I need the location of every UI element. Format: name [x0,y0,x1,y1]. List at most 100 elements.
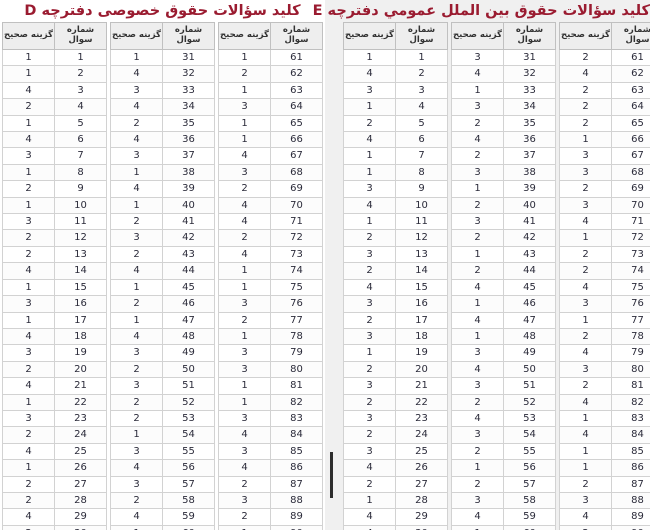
table-row: 4 79 [559,344,650,362]
cell-correct-option: 3 [2,409,55,428]
cell-correct-option: 1 [110,163,163,182]
cell-question-number: 13 [54,245,107,264]
table-row: 3 16 [2,295,107,313]
cell-question-number: 86 [611,459,650,477]
cell-correct-option: 4 [559,278,612,297]
cell-correct-option: 2 [451,475,504,493]
cell-correct-option: 1 [218,327,271,346]
table-row: 2 20 [2,360,107,379]
table-row: 2 73 [559,245,650,264]
table-row: 2 55 [451,442,556,461]
table-row: 2 52 [451,393,556,411]
cell-correct-option: 1 [559,229,612,247]
cell-question-number: 3 [395,81,448,100]
table-row: 3 68 [559,163,650,182]
cell-question-number: 61 [611,48,650,67]
cell-correct-option: 3 [451,213,504,231]
cell-correct-option: 2 [2,360,55,379]
cell-question-number: 40 [503,196,556,215]
cell-correct-option: 2 [559,180,612,198]
cell-correct-option: 4 [451,409,504,428]
table-row: 3 19 [2,344,107,362]
cell-question-number: 25 [54,442,107,461]
cell-correct-option: 1 [343,163,396,182]
table-row: 1 45 [110,278,215,297]
cell-question-number: 34 [162,98,215,116]
cell-correct-option: 1 [2,393,55,411]
cell-question-number: 72 [611,229,650,247]
table-row: 3 55 [110,442,215,461]
table-row: 4 62 [559,65,650,83]
cell-correct-option: 1 [2,311,55,329]
cell-correct-option: 2 [559,114,612,133]
cell-correct-option: 3 [218,163,271,182]
cell-question-number: 18 [54,327,107,346]
table-header-row: گزینه صحیح شماره سوال [451,22,556,50]
cell-correct-option: 3 [343,409,396,428]
cell-question-number: 30 [395,524,448,530]
cell-correct-option: 2 [110,114,163,133]
cell-correct-option: 2 [343,311,396,329]
cell-question-number: 16 [395,295,448,313]
cell-correct-option: 4 [343,131,396,149]
table-row: 1 86 [559,459,650,477]
cell-correct-option: 4 [343,508,396,526]
cell-correct-option: 1 [559,131,612,149]
table-row: 4 29 [2,508,107,526]
table-row: 4 39 [110,180,215,198]
table-row: 3 38 [451,163,556,182]
cell-question-number: 40 [162,196,215,215]
cell-question-number: 48 [162,327,215,346]
cell-question-number: 41 [503,213,556,231]
cell-question-number: 80 [611,360,650,379]
table-row: 3 13 [343,245,448,264]
cell-correct-option: 4 [559,65,612,83]
cell-question-number: 87 [270,475,323,493]
cell-question-number: 42 [162,229,215,247]
table-row: 2 62 [218,65,323,83]
cell-question-number: 43 [503,245,556,264]
cell-correct-option: 4 [110,327,163,346]
table-row: 3 42 [110,229,215,247]
cell-question-number: 69 [611,180,650,198]
cell-question-number: 10 [54,196,107,215]
cell-question-number: 84 [611,426,650,444]
cell-correct-option: 1 [2,48,55,67]
table-row: 2 24 [343,426,448,444]
cell-question-number: 2 [395,65,448,83]
table-row: 4 14 [2,262,107,280]
cell-question-number: 6 [395,131,448,149]
table-row: 1 63 [218,81,323,100]
cell-question-number: 49 [162,344,215,362]
cell-question-number: 46 [162,295,215,313]
cell-question-number: 51 [503,377,556,395]
cell-question-number: 64 [270,98,323,116]
cell-correct-option: 2 [110,360,163,379]
cell-correct-option: 3 [218,295,271,313]
cell-question-number: 49 [503,344,556,362]
table-row: 2 50 [110,360,215,379]
table-row: 2 17 [343,311,448,329]
cell-correct-option: 2 [451,196,504,215]
table-row: 1 19 [343,344,448,362]
cell-question-number: 31 [503,48,556,67]
table-row: 4 89 [559,508,650,526]
cell-correct-option: 2 [451,147,504,165]
cell-correct-option: 3 [110,147,163,165]
table-row: 1 46 [451,295,556,313]
table-row: 2 61 [559,48,650,67]
cell-question-number: 75 [270,278,323,297]
table-row: 1 83 [559,409,650,428]
cell-question-number: 56 [162,459,215,477]
table-row: 430 [343,524,448,530]
cell-correct-option: 1 [110,48,163,67]
table-row: 3 83 [218,409,323,428]
cell-question-number: 82 [270,393,323,411]
table-row: 3 79 [218,344,323,362]
cell-correct-option: 2 [2,229,55,247]
table-row: 1 75 [218,278,323,297]
